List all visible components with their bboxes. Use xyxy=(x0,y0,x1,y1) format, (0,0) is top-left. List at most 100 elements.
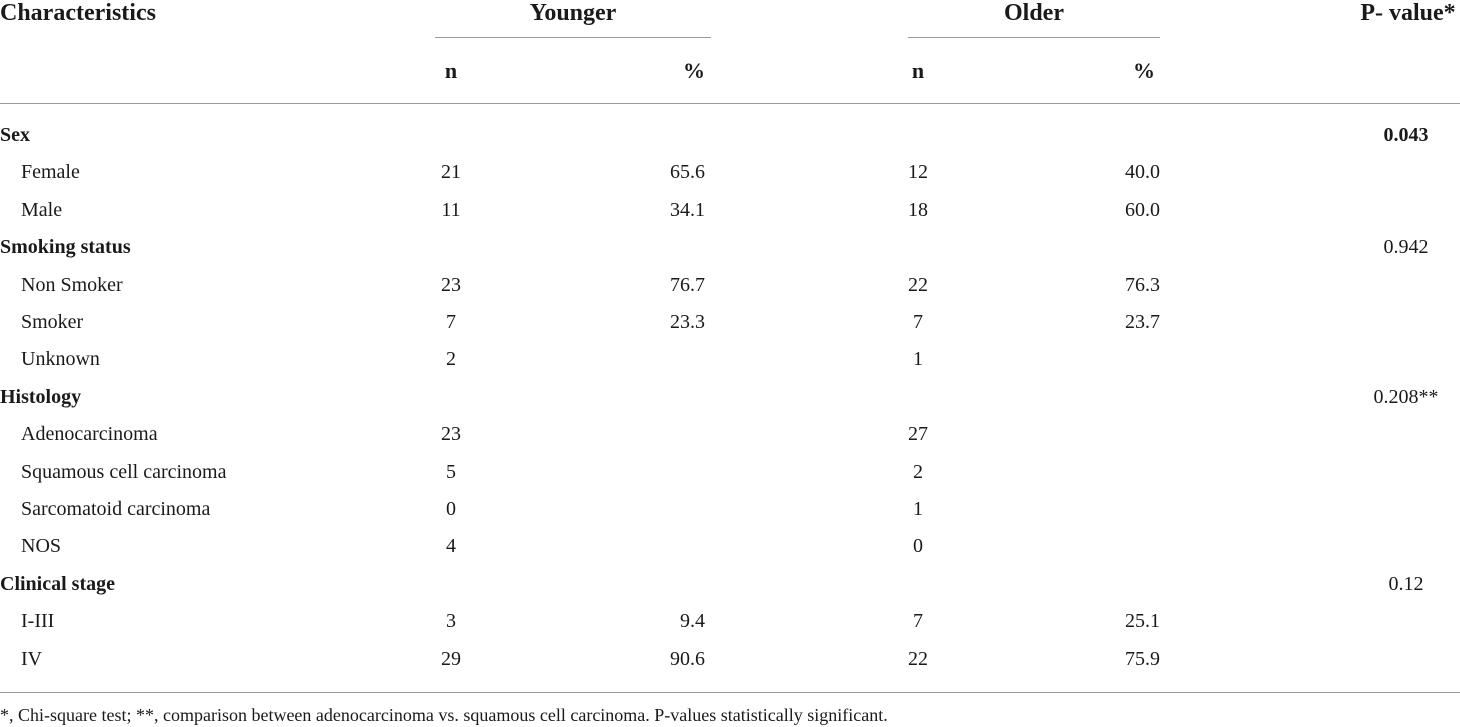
group-label: Clinical stage xyxy=(0,572,115,595)
younger-percent-cell: 90.6 xyxy=(670,647,705,670)
header-younger-percent: % xyxy=(683,58,705,83)
row-label: Squamous cell carcinoma xyxy=(21,460,227,483)
table-row: NOS 4 0 xyxy=(0,528,1460,565)
group-label: Smoking status xyxy=(0,236,131,259)
header-rule xyxy=(0,103,1460,104)
older-n-cell: 2 xyxy=(913,460,923,483)
table-row: Smoker 7 23.3 7 23.7 xyxy=(0,304,1460,341)
older-percent-cell: 40.0 xyxy=(1125,161,1160,184)
younger-percent-cell: 76.7 xyxy=(670,273,705,296)
older-n-cell xyxy=(868,229,968,266)
younger-n-cell: 7 xyxy=(446,311,456,333)
younger-percent-cell xyxy=(630,229,705,266)
group-row: Sex 0.043 xyxy=(0,117,1460,154)
header-older-percent: % xyxy=(1133,58,1155,83)
row-label: Non Smoker xyxy=(21,273,123,296)
header-older-n: n xyxy=(911,58,925,83)
older-n-cell: 22 xyxy=(908,273,928,296)
pvalue-cell xyxy=(1356,341,1456,378)
older-percent-cell: 76.3 xyxy=(1125,273,1160,296)
older-n-cell: 1 xyxy=(913,498,923,520)
header-younger-n: n xyxy=(444,58,458,83)
older-n-cell xyxy=(868,566,968,603)
pvalue-cell xyxy=(1356,267,1456,304)
younger-percent-cell xyxy=(630,454,705,491)
row-label: Unknown xyxy=(21,348,100,371)
group-row: Smoking status 0.942 xyxy=(0,229,1460,266)
table-row: Unknown 2 1 xyxy=(0,341,1460,378)
older-n-cell xyxy=(868,117,968,154)
pvalue-cell: 0.12 xyxy=(1388,572,1424,595)
pvalue-cell: 0.942 xyxy=(1383,236,1429,259)
older-group-rule xyxy=(908,37,1160,38)
row-label: Adenocarcinoma xyxy=(21,423,158,446)
header-younger: Younger xyxy=(529,0,617,26)
older-n-cell: 7 xyxy=(913,311,923,333)
row-label: NOS xyxy=(21,535,62,558)
group-label: Histology xyxy=(0,385,82,408)
row-label: Female xyxy=(21,161,80,184)
group-row: Histology 0.208** xyxy=(0,379,1460,416)
older-n-cell: 0 xyxy=(913,535,923,558)
table-row: I-III 3 9.4 7 25.1 xyxy=(0,603,1460,640)
younger-percent-cell xyxy=(630,341,705,378)
older-n-cell: 1 xyxy=(913,348,923,371)
table-footnote: *, Chi-square test; **, comparison betwe… xyxy=(0,705,888,725)
younger-n-cell xyxy=(401,117,501,154)
header-characteristics: Characteristics xyxy=(0,0,156,26)
younger-n-cell: 29 xyxy=(441,647,461,670)
younger-group-rule xyxy=(435,37,711,38)
table-row: IV 29 90.6 22 75.9 xyxy=(0,641,1460,678)
row-label: Sarcomatoid carcinoma xyxy=(21,498,211,520)
pvalue-cell xyxy=(1356,603,1456,640)
pvalue-cell xyxy=(1356,641,1456,678)
younger-n-cell: 21 xyxy=(441,161,461,184)
older-percent-cell: 25.1 xyxy=(1125,610,1160,633)
pvalue-cell xyxy=(1356,304,1456,341)
younger-percent-cell xyxy=(630,117,705,154)
header-pvalue: P- value* xyxy=(1360,0,1456,26)
table-row: Squamous cell carcinoma 5 2 xyxy=(0,454,1460,491)
older-percent-cell xyxy=(1085,454,1160,491)
row-label: IV xyxy=(21,647,43,670)
younger-n-cell: 3 xyxy=(446,610,456,633)
older-percent-cell: 75.9 xyxy=(1125,647,1160,670)
older-n-cell: 7 xyxy=(913,610,923,633)
older-n-cell: 18 xyxy=(908,198,928,221)
row-label: Smoker xyxy=(21,311,84,333)
older-percent-cell xyxy=(1085,229,1160,266)
younger-n-cell: 2 xyxy=(446,348,456,371)
younger-percent-cell: 9.4 xyxy=(680,610,705,633)
pvalue-cell xyxy=(1356,454,1456,491)
younger-n-cell xyxy=(401,229,501,266)
younger-n-cell: 23 xyxy=(441,273,461,296)
table-row: Non Smoker 23 76.7 22 76.3 xyxy=(0,267,1460,304)
younger-percent-cell xyxy=(630,491,705,528)
younger-percent-cell: 34.1 xyxy=(670,198,705,221)
younger-n-cell: 23 xyxy=(441,423,461,446)
younger-n-cell: 11 xyxy=(441,198,461,221)
row-label: Male xyxy=(21,198,63,221)
table-row: Female 21 65.6 12 40.0 xyxy=(0,154,1460,191)
pvalue-cell xyxy=(1356,192,1456,229)
older-percent-cell xyxy=(1085,341,1160,378)
older-percent-cell xyxy=(1085,416,1160,453)
group-row: Clinical stage 0.12 xyxy=(0,566,1460,603)
younger-n-cell: 5 xyxy=(446,460,456,483)
pvalue-cell: 0.208** xyxy=(1373,385,1439,408)
table-row: Adenocarcinoma 23 27 xyxy=(0,416,1460,453)
pvalue-cell xyxy=(1356,528,1456,565)
younger-percent-cell xyxy=(630,416,705,453)
older-percent-cell xyxy=(1085,566,1160,603)
older-percent-cell xyxy=(1085,528,1160,565)
younger-percent-cell: 23.3 xyxy=(670,311,705,333)
younger-n-cell: 0 xyxy=(446,498,456,520)
header-older: Older xyxy=(1004,0,1064,26)
older-n-cell: 22 xyxy=(908,647,928,670)
older-percent-cell: 60.0 xyxy=(1125,198,1160,221)
younger-percent-cell xyxy=(630,528,705,565)
group-label: Sex xyxy=(0,124,30,146)
table-row: Male 11 34.1 18 60.0 xyxy=(0,192,1460,229)
older-n-cell xyxy=(868,379,968,416)
older-n-cell: 27 xyxy=(908,423,928,446)
